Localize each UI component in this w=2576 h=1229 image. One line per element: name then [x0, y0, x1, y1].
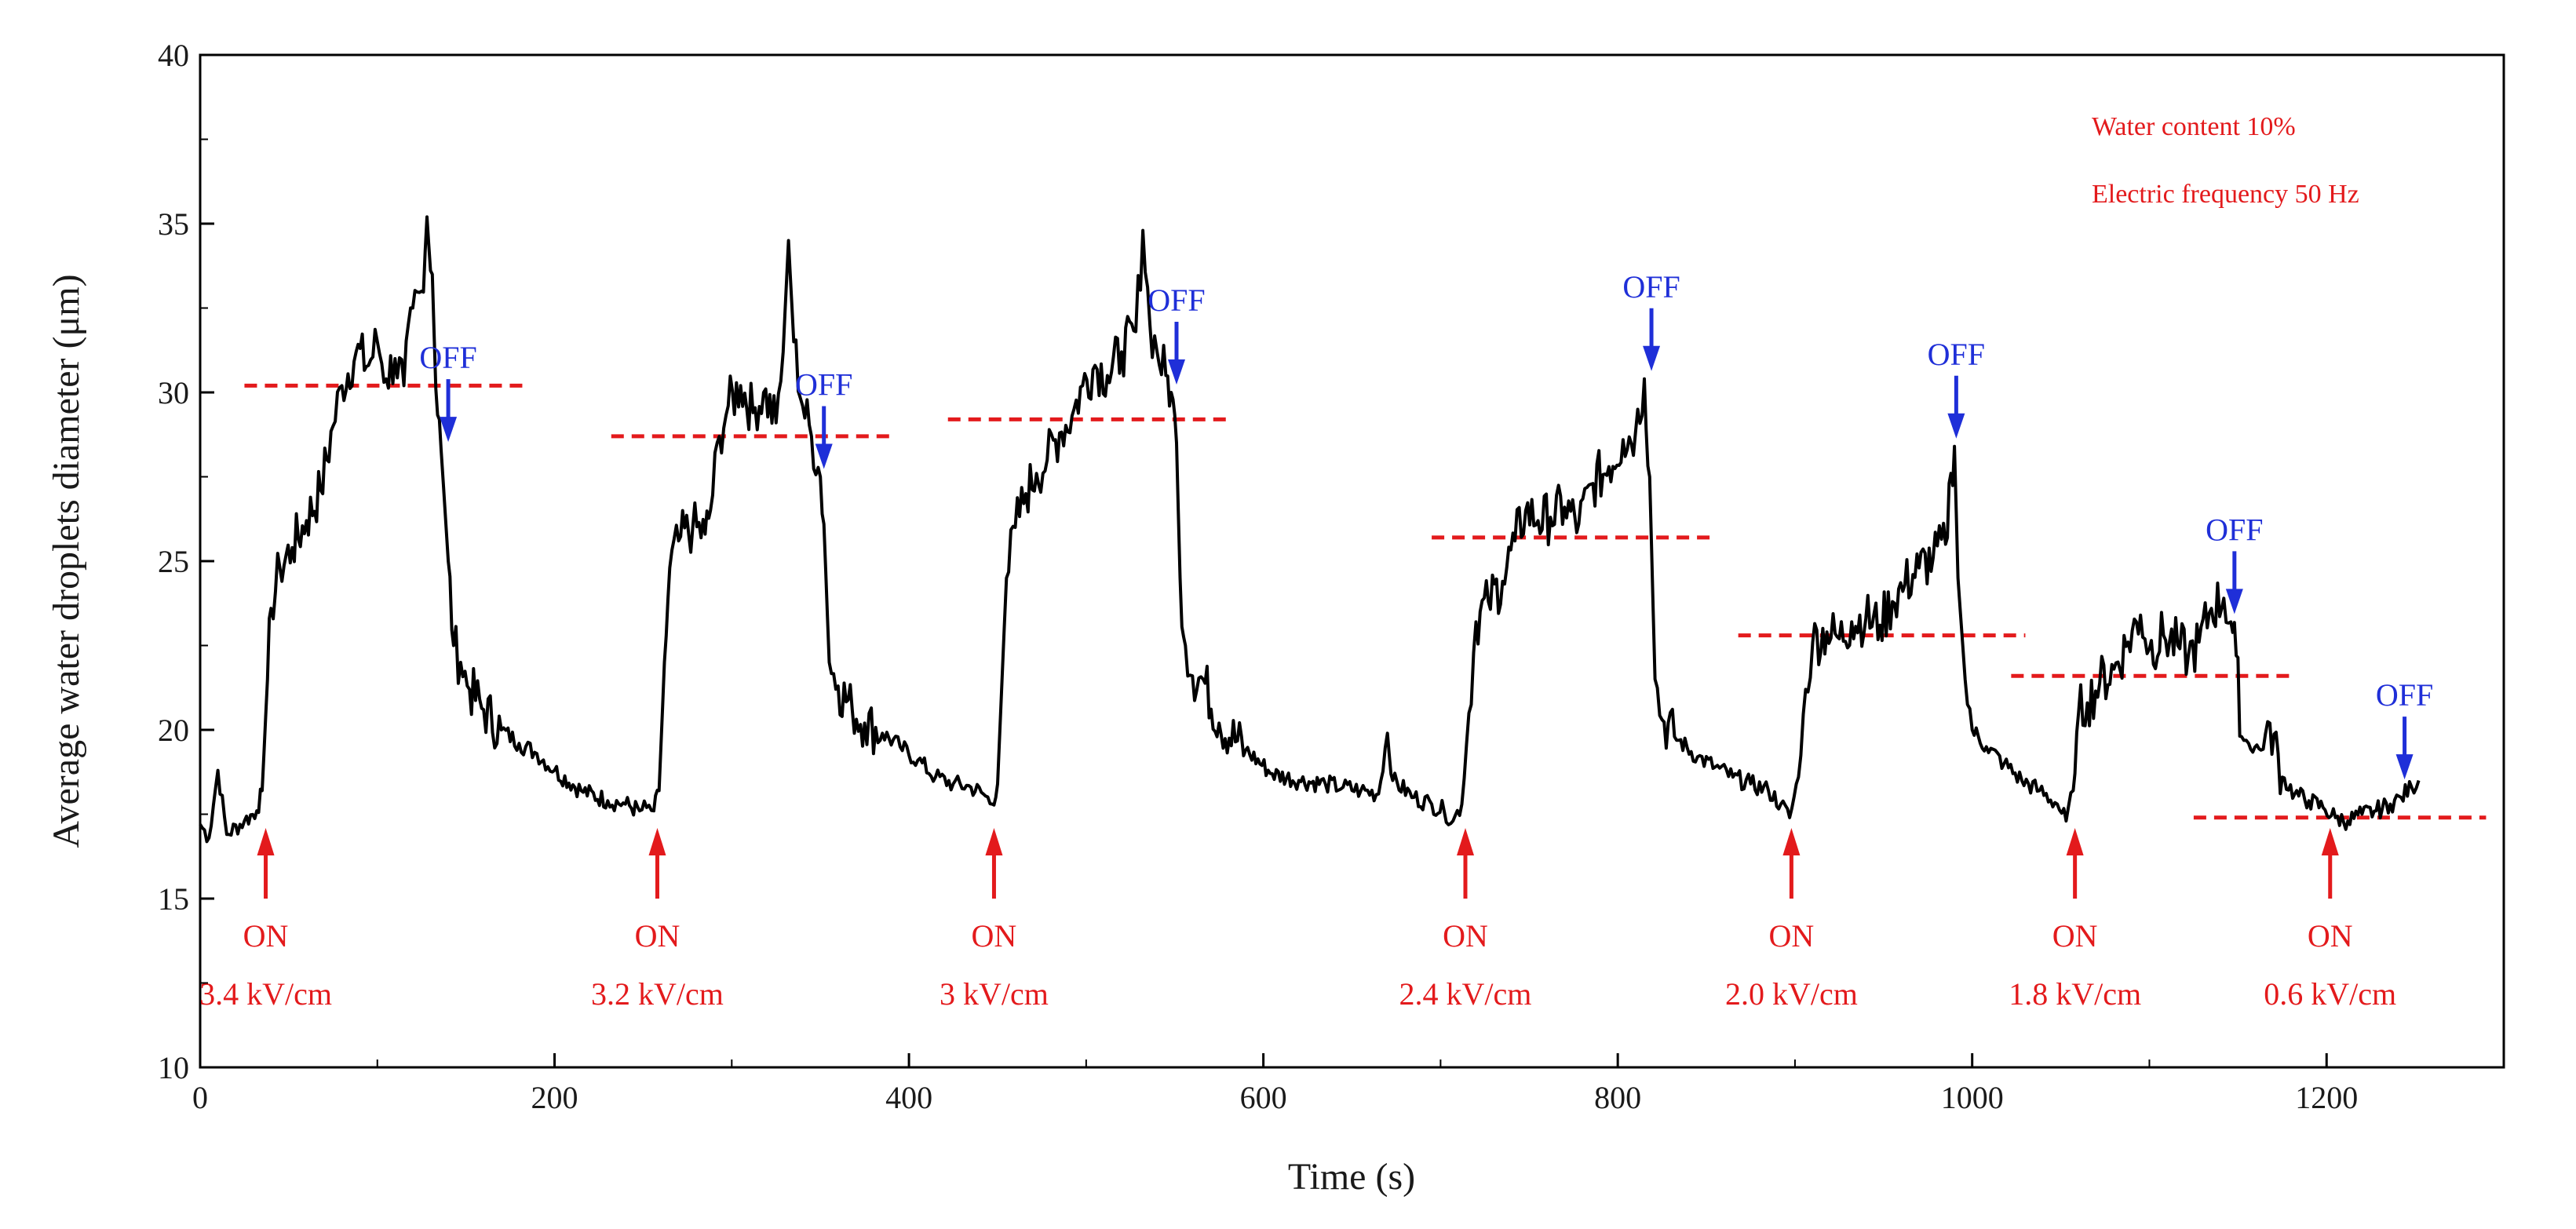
x-tick-label: 1000: [1941, 1080, 2004, 1115]
x-tick-label: 0: [192, 1080, 208, 1115]
y-axis-ticks: 10 15 20 25 30 35 40: [158, 38, 214, 1085]
off-label: OFF: [795, 367, 852, 403]
off-marker: OFF: [2376, 677, 2433, 780]
x-tick-label: 600: [1240, 1080, 1287, 1115]
x-tick-label: 1200: [2295, 1080, 2358, 1115]
off-marker: OFF: [1622, 269, 1680, 371]
on-arrow-head: [1782, 828, 1801, 855]
on-label: ON: [972, 918, 1017, 954]
x-tick-label: 200: [531, 1080, 578, 1115]
x-tick-label: 400: [885, 1080, 932, 1115]
on-arrow-head: [648, 828, 666, 855]
field-strength-label: 0.6 kV/cm: [2264, 976, 2396, 1012]
y-tick-label: 30: [158, 375, 189, 410]
off-markers: OFF OFF OFF OFF OFF OFF OFF: [419, 269, 2433, 780]
y-tick-label: 20: [158, 713, 189, 748]
annotation-water-content: Water content 10%: [2092, 112, 2296, 141]
off-label: OFF: [1622, 269, 1680, 305]
off-arrow-head: [440, 417, 458, 443]
off-label: OFF: [2206, 512, 2263, 547]
x-axis-ticks: 0 200 400 600 800 1000 1200: [192, 1053, 2358, 1115]
field-strength-label: 3.4 kV/cm: [199, 976, 332, 1012]
on-marker: ON 3 kV/cm: [940, 828, 1049, 1012]
on-label: ON: [1769, 918, 1815, 954]
off-arrow-head: [815, 443, 833, 469]
annotation-electric-frequency: Electric frequency 50 Hz: [2092, 180, 2359, 209]
on-marker: ON 1.8 kV/cm: [2009, 828, 2141, 1012]
on-marker: ON 0.6 kV/cm: [2264, 828, 2396, 1012]
reference-lines: [244, 383, 2487, 820]
field-strength-label: 3 kV/cm: [940, 976, 1049, 1012]
off-arrow-head: [1643, 345, 1661, 371]
off-marker: OFF: [1148, 283, 1206, 385]
y-tick-label: 10: [158, 1050, 189, 1085]
on-marker: ON 2.4 kV/cm: [1399, 828, 1532, 1012]
on-label: ON: [243, 918, 289, 954]
off-marker: OFF: [419, 340, 477, 443]
field-strength-label: 3.2 kV/cm: [591, 976, 724, 1012]
y-tick-label: 25: [158, 544, 189, 579]
off-marker: OFF: [795, 367, 852, 469]
y-axis-title: Average water droplets diameter (μm): [46, 274, 87, 848]
y-tick-label: 15: [158, 881, 189, 917]
on-label: ON: [2052, 918, 2098, 954]
field-strength-label: 2.4 kV/cm: [1399, 976, 1532, 1012]
y-tick-label: 35: [158, 206, 189, 242]
on-arrow-head: [985, 828, 1003, 855]
off-label: OFF: [419, 340, 476, 375]
on-label: ON: [635, 918, 680, 954]
on-label: ON: [1443, 918, 1488, 954]
x-tick-label: 800: [1594, 1080, 1641, 1115]
on-marker: ON 2.0 kV/cm: [1725, 828, 1858, 1012]
off-arrow-head: [1947, 413, 1965, 439]
on-marker: ON 3.4 kV/cm: [199, 828, 332, 1012]
off-label: OFF: [1928, 337, 1985, 372]
on-arrow-head: [257, 828, 275, 855]
off-arrow-head: [2395, 754, 2414, 780]
off-label: OFF: [2376, 677, 2433, 713]
on-markers: ON 3.4 kV/cm ON 3.2 kV/cm ON 3 kV/cm ON 2.4 kV/…: [199, 828, 2396, 1012]
on-arrow-head: [2066, 828, 2084, 855]
on-marker: ON 3.2 kV/cm: [591, 828, 724, 1012]
off-marker: OFF: [1928, 337, 1985, 439]
off-arrow-head: [2225, 589, 2243, 614]
field-strength-label: 2.0 kV/cm: [1725, 976, 1858, 1012]
on-arrow-head: [2321, 828, 2339, 855]
y-tick-label: 40: [158, 38, 189, 73]
x-axis-title: Time (s): [1288, 1156, 1415, 1198]
off-arrow-head: [1167, 359, 1185, 385]
on-label: ON: [2308, 918, 2353, 954]
on-arrow-head: [1456, 828, 1474, 855]
field-strength-label: 1.8 kV/cm: [2009, 976, 2141, 1012]
off-label: OFF: [1148, 283, 1205, 318]
series-line: [199, 215, 2421, 844]
off-marker: OFF: [2206, 512, 2264, 614]
